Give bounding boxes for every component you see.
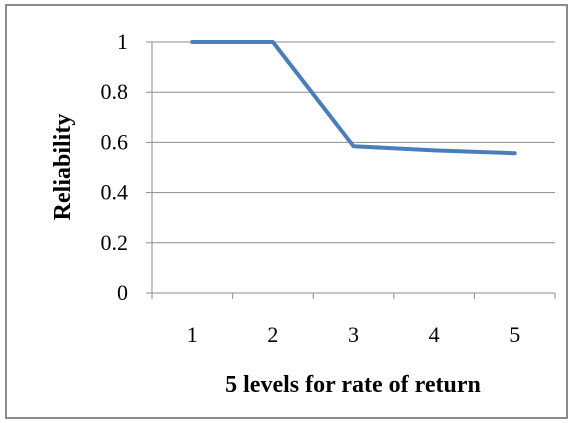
y-tick-label: 0.8	[101, 79, 129, 104]
x-tick-label: 2	[267, 322, 278, 347]
y-tick-label: 0.6	[101, 129, 129, 154]
y-axis-title: Reliability	[50, 114, 76, 221]
y-tick-label: 0	[117, 280, 128, 305]
axes	[146, 41, 556, 299]
y-tick-label: 0.2	[101, 230, 129, 255]
x-tick-label: 1	[187, 322, 198, 347]
y-tick-label: 0.4	[101, 180, 129, 205]
x-tick-label: 4	[429, 322, 440, 347]
chart-frame	[5, 4, 568, 419]
y-tick-label: 1	[117, 29, 128, 54]
x-tick-label: 3	[348, 322, 359, 347]
series-layer	[190, 40, 517, 156]
gridlines	[152, 41, 555, 244]
tick-labels: 0 0.2 0.4 0.6 0.8 1 1 2 3 4 5	[101, 29, 521, 347]
x-axis-title: 5 levels for rate of return	[225, 372, 481, 398]
x-tick-label: 5	[509, 322, 520, 347]
series-line	[190, 40, 517, 156]
